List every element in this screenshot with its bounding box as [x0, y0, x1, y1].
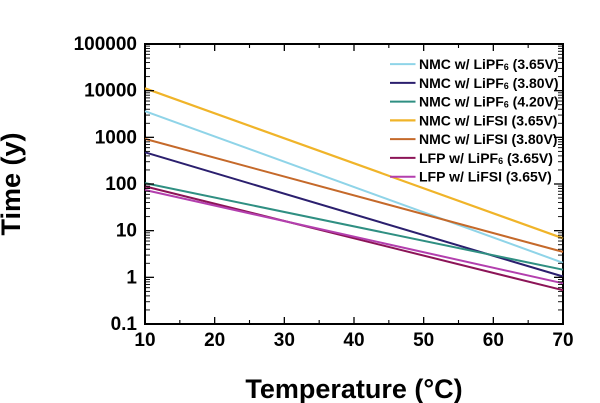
svg-text:60: 60	[483, 330, 504, 351]
svg-text:30: 30	[274, 330, 295, 351]
svg-text:LFP w/ LiPF6 (3.65V): LFP w/ LiPF6 (3.65V)	[419, 150, 553, 166]
svg-text:70: 70	[552, 330, 573, 351]
svg-text:100000: 100000	[74, 34, 137, 55]
svg-text:10: 10	[116, 221, 137, 242]
svg-text:NMC w/ LiFSI (3.80V): NMC w/ LiFSI (3.80V)	[419, 131, 557, 147]
svg-text:100: 100	[105, 174, 137, 195]
svg-text:1000: 1000	[95, 127, 137, 148]
svg-text:NMC w/ LiPF6 (4.20V): NMC w/ LiPF6 (4.20V)	[419, 94, 559, 110]
svg-text:1: 1	[126, 267, 137, 288]
svg-text:20: 20	[204, 330, 225, 351]
svg-text:NMC w/ LiFSI (3.65V): NMC w/ LiFSI (3.65V)	[419, 112, 557, 128]
svg-text:LFP w/ LiFSI (3.65V): LFP w/ LiFSI (3.65V)	[419, 169, 552, 185]
svg-text:NMC w/ LiPF6 (3.65V): NMC w/ LiPF6 (3.65V)	[419, 56, 559, 72]
svg-text:0.1: 0.1	[111, 314, 138, 335]
svg-text:Time (y): Time (y)	[0, 132, 26, 235]
svg-text:50: 50	[413, 330, 434, 351]
svg-text:Temperature (°C): Temperature (°C)	[245, 374, 462, 403]
svg-text:10: 10	[134, 330, 155, 351]
svg-text:40: 40	[343, 330, 364, 351]
svg-text:10000: 10000	[84, 81, 137, 102]
svg-text:NMC w/ LiPF6 (3.80V): NMC w/ LiPF6 (3.80V)	[419, 75, 559, 91]
